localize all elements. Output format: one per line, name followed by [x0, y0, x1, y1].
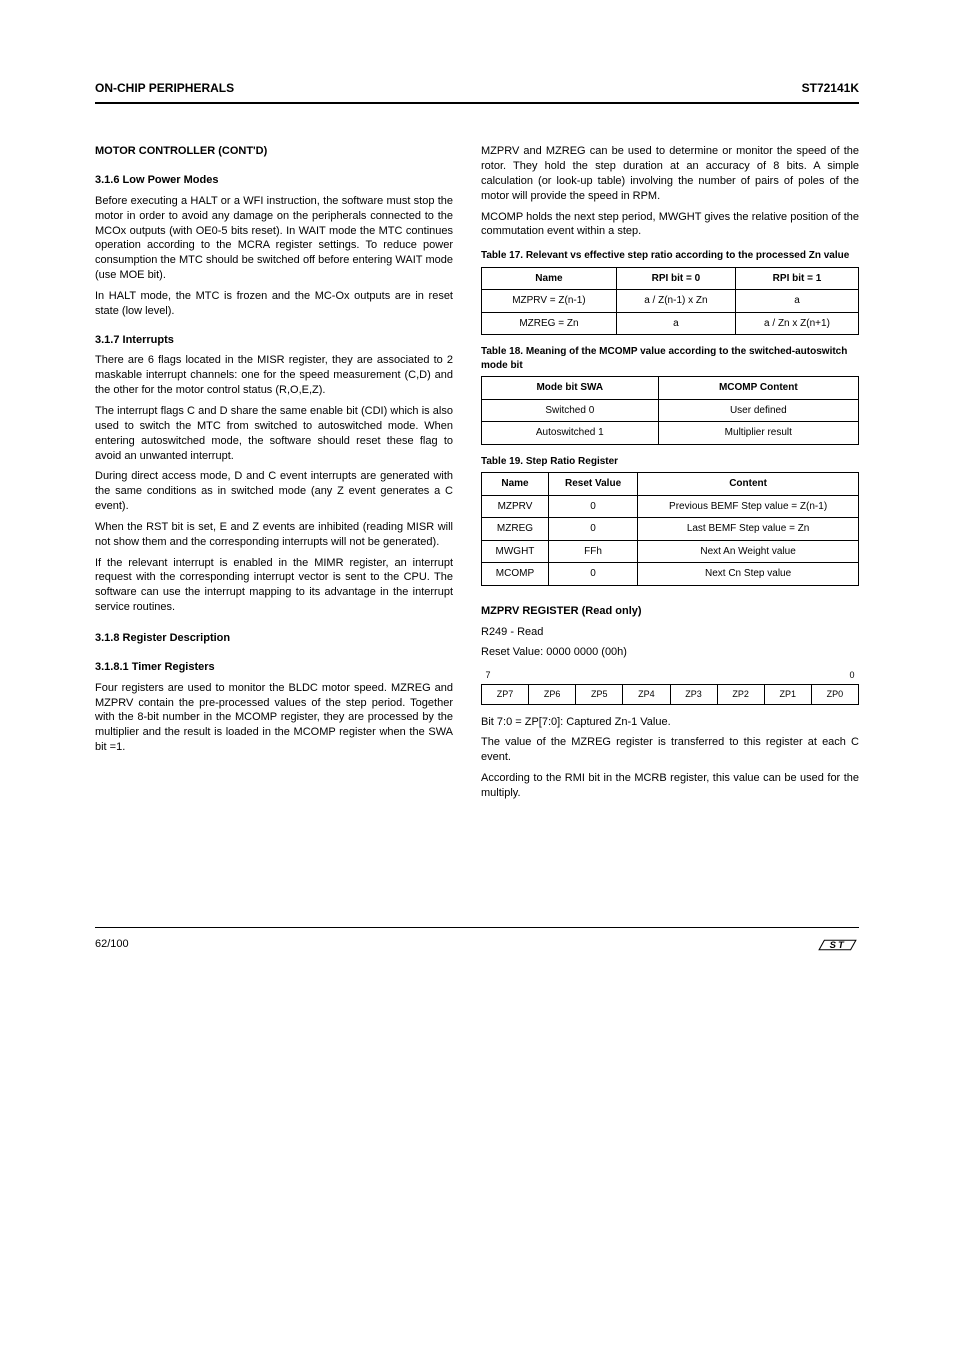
heading-register-description: 3.1.8 Register Description — [95, 631, 453, 646]
t19-r1c0: MZREG — [482, 518, 549, 541]
t19-h1: Reset Value — [548, 473, 637, 496]
st-logo-icon: S T — [817, 934, 859, 956]
table18: Mode bit SWA MCOMP Content Switched 0 Us… — [481, 376, 859, 445]
heading-motor-controller: MOTOR CONTROLLER (Cont'd) — [95, 144, 453, 159]
t17-r1c1: a — [616, 312, 735, 335]
t17-r1c2: a / Zn x Z(n+1) — [735, 312, 858, 335]
reg-desc-b: According to the RMI bit in the MCRB reg… — [481, 771, 859, 801]
heading-interrupts: 3.1.7 Interrupts — [95, 333, 453, 348]
table17: Name RPI bit = 0 RPI bit = 1 MZPRV = Z(n… — [481, 267, 859, 336]
svg-text:S: S — [830, 940, 837, 951]
bit-zp4: ZP4 — [623, 685, 670, 704]
t19-r3c2: Next Cn Step value — [638, 563, 859, 586]
t17-h1: RPI bit = 0 — [616, 267, 735, 290]
reg-desc-a: The value of the MZREG register is trans… — [481, 735, 859, 765]
t19-r2c0: MWGHT — [482, 540, 549, 563]
int-p1: There are 6 flags located in the MISR re… — [95, 353, 453, 398]
bit-zp5: ZP5 — [576, 685, 623, 704]
reg-addr: R249 - Read — [481, 625, 859, 640]
t19-r2c2: Next An Weight value — [638, 540, 859, 563]
bit-b1 — [529, 666, 576, 685]
t19-r1c2: Last BEMF Step value = Zn — [638, 518, 859, 541]
bit-zp2: ZP2 — [717, 685, 764, 704]
page-number: 62/100 — [95, 937, 129, 952]
section-header-left: ON-CHIP PERIPHERALS — [95, 80, 234, 96]
bit-table: 7 0 ZP7 ZP6 ZP5 ZP4 ZP3 ZP2 ZP1 ZP0 — [481, 666, 859, 704]
t17-r1c0: MZREG = Zn — [482, 312, 617, 335]
table19: Name Reset Value Content MZPRV 0 Previou… — [481, 472, 859, 586]
heading-low-power: 3.1.6 Low Power Modes — [95, 173, 453, 188]
bit-b6 — [764, 666, 811, 685]
t17-h2: RPI bit = 1 — [735, 267, 858, 290]
t18-r1c0: Autoswitched 1 — [482, 422, 659, 445]
int-p2: The interrupt flags C and D share the sa… — [95, 404, 453, 463]
int-p2a: The interrupt flags C and D share the sa… — [95, 405, 453, 432]
heading-timer-registers: 3.1.8.1 Timer Registers — [95, 660, 453, 675]
bit-zp0: ZP0 — [811, 685, 858, 704]
t17-r0c1: a / Z(n-1) x Zn — [616, 290, 735, 313]
t18-h1: MCOMP Content — [658, 377, 858, 400]
table17-title: Table 17. Relevant vs effective step rat… — [481, 249, 859, 263]
t19-r0c1: 0 — [548, 495, 637, 518]
t19-r2c1: FFh — [548, 540, 637, 563]
t18-r1c1: Multiplier result — [658, 422, 858, 445]
t19-r3c0: MCOMP — [482, 563, 549, 586]
t19-h0: Name — [482, 473, 549, 496]
reg-bits: Bit 7:0 = ZP[7:0]: Captured Zn-1 Value. — [481, 715, 859, 730]
bit-zp1: ZP1 — [764, 685, 811, 704]
table18-title: Table 18. Meaning of the MCOMP value acc… — [481, 345, 859, 372]
reg-title: MZPRV REGISTER (Read only) — [481, 604, 859, 619]
reg-reset: Reset Value: 0000 0000 (00h) — [481, 645, 859, 660]
t17-r0c0: MZPRV = Z(n-1) — [482, 290, 617, 313]
bit-zp6: ZP6 — [529, 685, 576, 704]
lowpower-p1: Before executing a HALT or a WFI instruc… — [95, 194, 453, 283]
t19-r3c1: 0 — [548, 563, 637, 586]
t18-r0c0: Switched 0 — [482, 399, 659, 422]
header-rule — [95, 102, 859, 104]
t17-r0c2: a — [735, 290, 858, 313]
int-p2b: entering autoswitched mode, the software… — [95, 435, 453, 462]
bit-b2 — [576, 666, 623, 685]
tim-p1: Four registers are used to monitor the B… — [95, 681, 453, 755]
t17-h0: Name — [482, 267, 617, 290]
t19-r0c0: MZPRV — [482, 495, 549, 518]
bit-b3 — [623, 666, 670, 685]
int-p4: When the RST bit is set, E and Z events … — [95, 520, 453, 550]
t19-h2: Content — [638, 473, 859, 496]
section-header-right: ST72141K — [802, 80, 859, 96]
table19-title: Table 19. Step Ratio Register — [481, 455, 859, 469]
bit-zp3: ZP3 — [670, 685, 717, 704]
t18-h0: Mode bit SWA — [482, 377, 659, 400]
bit-zp7: ZP7 — [482, 685, 529, 704]
bit-hi: 7 — [482, 666, 529, 685]
int-p3: During direct access mode, D and C event… — [95, 469, 453, 514]
lowpower-p2: In HALT mode, the MTC is frozen and the … — [95, 289, 453, 319]
bit-b5 — [717, 666, 764, 685]
tim-p2: MZPRV and MZREG can be used to determine… — [481, 144, 859, 203]
tim-p3: MCOMP holds the next step period, MWGHT … — [481, 210, 859, 240]
t18-r0c1: User defined — [658, 399, 858, 422]
t19-r0c2: Previous BEMF Step value = Z(n-1) — [638, 495, 859, 518]
t19-r1c1: 0 — [548, 518, 637, 541]
bit-lo: 0 — [811, 666, 858, 685]
int-p5: If the relevant interrupt is enabled in … — [95, 556, 453, 615]
bit-b4 — [670, 666, 717, 685]
